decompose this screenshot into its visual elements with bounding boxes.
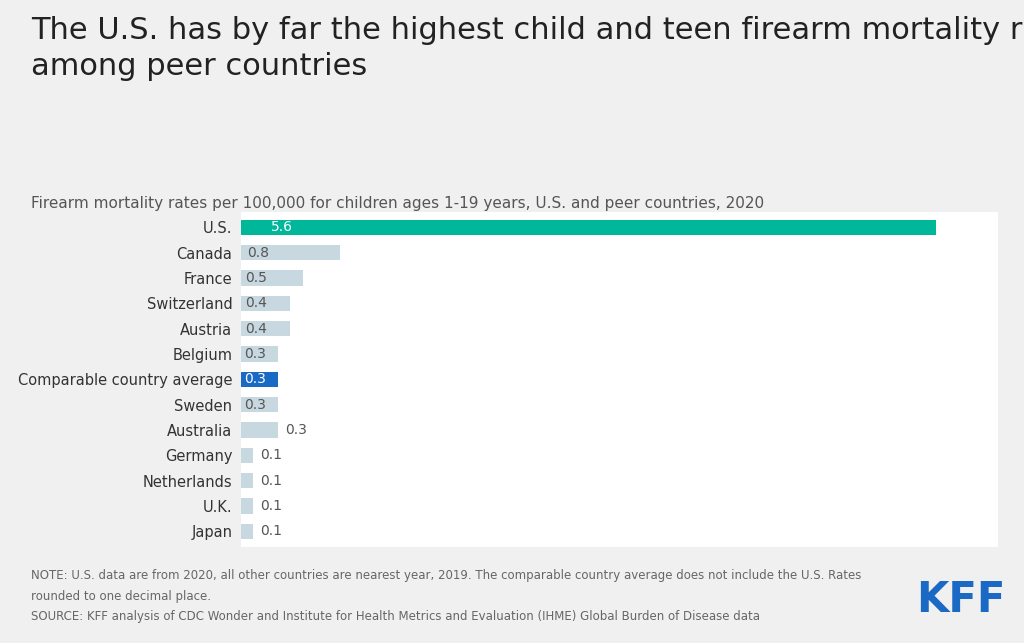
Bar — [241, 473, 253, 488]
Bar — [241, 271, 303, 285]
Text: 5.6: 5.6 — [271, 221, 293, 235]
Text: NOTE: U.S. data are from 2020, all other countries are nearest year, 2019. The c: NOTE: U.S. data are from 2020, all other… — [31, 569, 861, 582]
Text: 0.3: 0.3 — [286, 423, 307, 437]
Bar — [241, 524, 253, 539]
Bar — [241, 296, 291, 311]
Bar — [241, 220, 936, 235]
Bar — [241, 498, 253, 514]
Bar — [241, 372, 278, 387]
Text: 0.1: 0.1 — [260, 448, 283, 462]
Bar — [241, 347, 278, 361]
Text: SOURCE: KFF analysis of CDC Wonder and Institute for Health Metrics and Evaluati: SOURCE: KFF analysis of CDC Wonder and I… — [31, 610, 760, 622]
Bar — [241, 422, 278, 438]
Bar — [241, 448, 253, 463]
Text: 0.1: 0.1 — [260, 499, 283, 513]
Text: 0.5: 0.5 — [246, 271, 267, 285]
Text: Firearm mortality rates per 100,000 for children ages 1-19 years, U.S. and peer : Firearm mortality rates per 100,000 for … — [31, 196, 764, 211]
Text: 0.3: 0.3 — [245, 347, 266, 361]
Text: KFF: KFF — [916, 579, 1006, 620]
Text: rounded to one decimal place.: rounded to one decimal place. — [31, 590, 211, 602]
Bar — [241, 397, 278, 412]
Text: 0.3: 0.3 — [245, 398, 266, 412]
Text: The U.S. has by far the highest child and teen firearm mortality rate
among peer: The U.S. has by far the highest child an… — [31, 16, 1024, 81]
Text: 0.1: 0.1 — [260, 474, 283, 487]
Bar — [241, 321, 291, 336]
Bar — [241, 245, 340, 260]
Text: 0.8: 0.8 — [247, 246, 269, 260]
Text: 0.4: 0.4 — [245, 322, 267, 336]
Text: 0.1: 0.1 — [260, 524, 283, 538]
Text: 0.4: 0.4 — [245, 296, 267, 311]
Text: 0.3: 0.3 — [245, 372, 266, 386]
